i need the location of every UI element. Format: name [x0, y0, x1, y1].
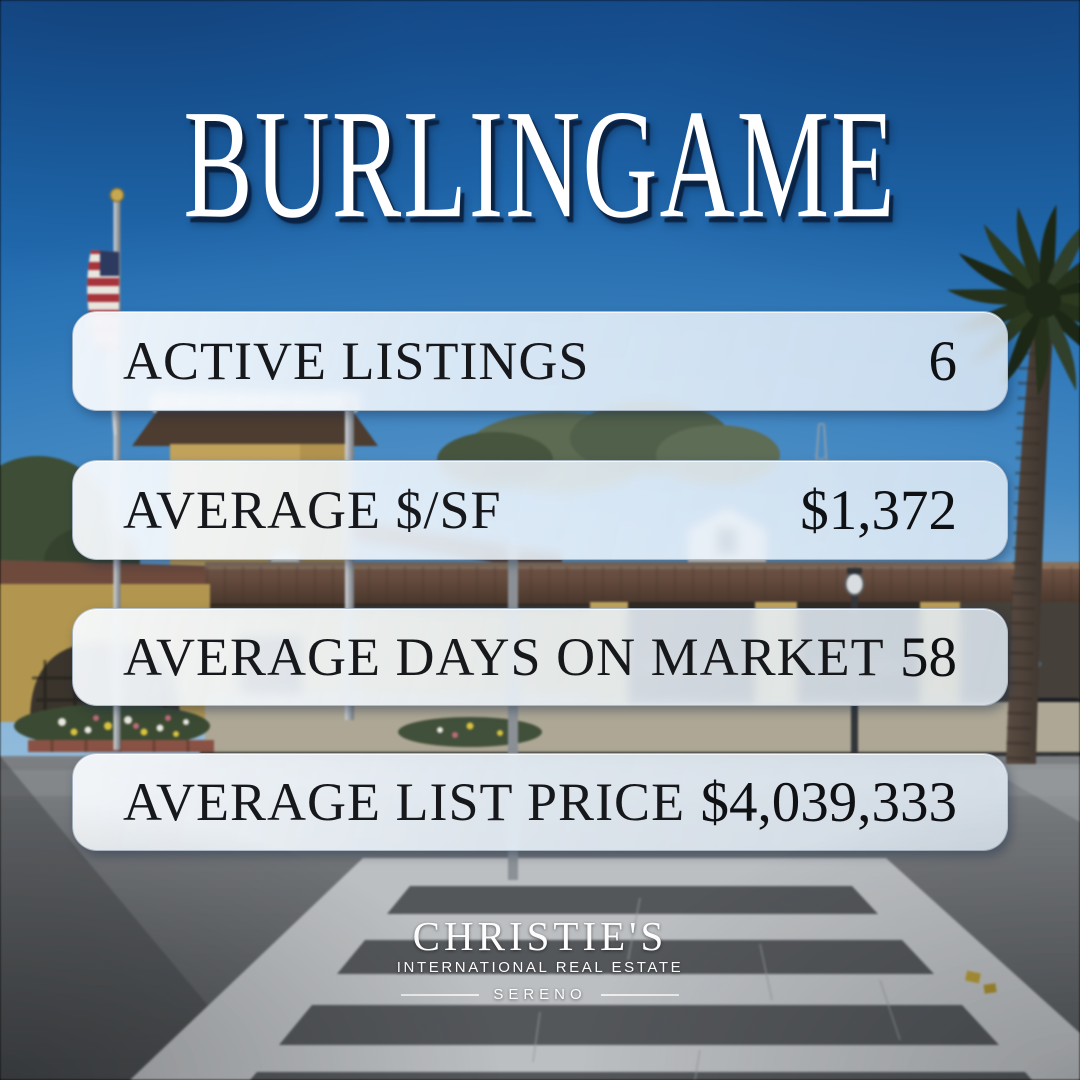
flower-beds: [14, 702, 1080, 760]
header: BURLINGAME: [0, 36, 1080, 292]
stat-label: ACTIVE LISTINGS: [123, 331, 590, 391]
logo-division-text: INTERNATIONAL REAL ESTATE: [396, 959, 684, 976]
stat-value: 6: [928, 329, 958, 393]
crosswalk: [130, 858, 1080, 1080]
stat-row-active-listings: ACTIVE LISTINGS 6: [72, 311, 1008, 411]
stat-value: 58: [900, 625, 957, 689]
logo-left-rule: [401, 993, 480, 996]
christies-sereno-logo: CHRISTIE'S INTERNATIONAL REAL ESTATE SER…: [0, 913, 1080, 1003]
logo-region-row: SERENO: [0, 987, 1080, 1002]
stat-value: $4,039,333: [700, 770, 958, 834]
stat-value: $1,372: [800, 478, 957, 542]
logo-right-rule: [600, 993, 679, 996]
stat-label: AVERAGE LIST PRICE: [123, 772, 686, 832]
city-title: BURLINGAME: [183, 77, 897, 251]
logo-brand-text: CHRISTIE'S: [412, 913, 668, 959]
stat-label: AVERAGE DAYS ON MARKET: [123, 627, 885, 687]
stat-row-average-days-on-market: AVERAGE DAYS ON MARKET 58: [72, 608, 1008, 706]
logo-region-text: SERENO: [493, 986, 587, 1003]
stat-label: AVERAGE $/SF: [123, 480, 502, 540]
stat-row-average-list-price: AVERAGE LIST PRICE $4,039,333: [72, 753, 1008, 851]
stat-row-average-price-per-sf: AVERAGE $/SF $1,372: [72, 460, 1008, 560]
